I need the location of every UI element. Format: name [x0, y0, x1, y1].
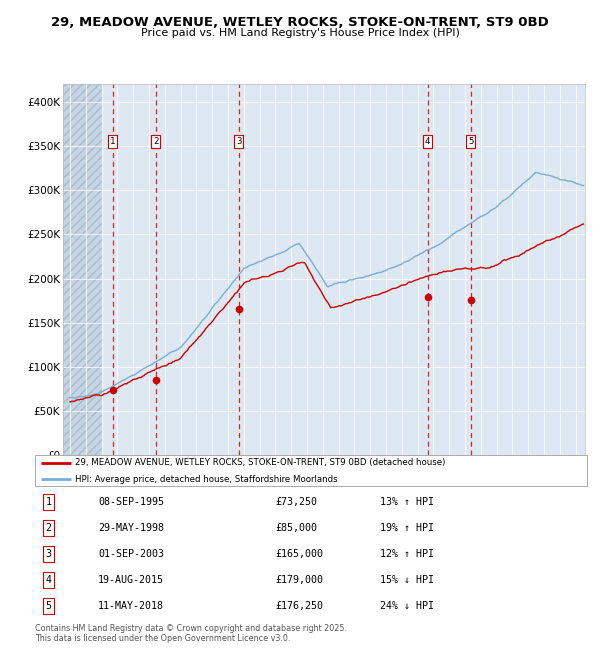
Text: £179,000: £179,000 — [275, 575, 323, 585]
Text: HPI: Average price, detached house, Staffordshire Moorlands: HPI: Average price, detached house, Staf… — [74, 475, 337, 484]
Text: 29-MAY-1998: 29-MAY-1998 — [98, 523, 164, 533]
Text: 13% ↑ HPI: 13% ↑ HPI — [380, 497, 434, 507]
Text: 19% ↑ HPI: 19% ↑ HPI — [380, 523, 434, 533]
Text: 29, MEADOW AVENUE, WETLEY ROCKS, STOKE-ON-TRENT, ST9 0BD (detached house): 29, MEADOW AVENUE, WETLEY ROCKS, STOKE-O… — [74, 458, 445, 467]
Bar — [63, 84, 101, 455]
Text: 5: 5 — [468, 137, 473, 146]
Text: 5: 5 — [46, 601, 52, 611]
Text: 11-MAY-2018: 11-MAY-2018 — [98, 601, 164, 611]
Text: £165,000: £165,000 — [275, 549, 323, 559]
Text: 1: 1 — [46, 497, 52, 507]
Text: £73,250: £73,250 — [275, 497, 317, 507]
Text: 01-SEP-2003: 01-SEP-2003 — [98, 549, 164, 559]
Text: 15% ↓ HPI: 15% ↓ HPI — [380, 575, 434, 585]
Text: 1: 1 — [110, 137, 115, 146]
Text: 08-SEP-1995: 08-SEP-1995 — [98, 497, 164, 507]
Text: 3: 3 — [236, 137, 241, 146]
Text: 2: 2 — [46, 523, 52, 533]
Text: 2: 2 — [153, 137, 158, 146]
Text: 29, MEADOW AVENUE, WETLEY ROCKS, STOKE-ON-TRENT, ST9 0BD: 29, MEADOW AVENUE, WETLEY ROCKS, STOKE-O… — [51, 16, 549, 29]
Text: 4: 4 — [46, 575, 52, 585]
Text: 19-AUG-2015: 19-AUG-2015 — [98, 575, 164, 585]
Text: Contains HM Land Registry data © Crown copyright and database right 2025.: Contains HM Land Registry data © Crown c… — [35, 624, 347, 633]
Text: 4: 4 — [425, 137, 430, 146]
FancyBboxPatch shape — [35, 455, 587, 486]
Text: This data is licensed under the Open Government Licence v3.0.: This data is licensed under the Open Gov… — [35, 634, 290, 643]
Text: 3: 3 — [46, 549, 52, 559]
Text: Price paid vs. HM Land Registry's House Price Index (HPI): Price paid vs. HM Land Registry's House … — [140, 28, 460, 38]
Text: 12% ↑ HPI: 12% ↑ HPI — [380, 549, 434, 559]
Text: £85,000: £85,000 — [275, 523, 317, 533]
Text: 24% ↓ HPI: 24% ↓ HPI — [380, 601, 434, 611]
Text: £176,250: £176,250 — [275, 601, 323, 611]
